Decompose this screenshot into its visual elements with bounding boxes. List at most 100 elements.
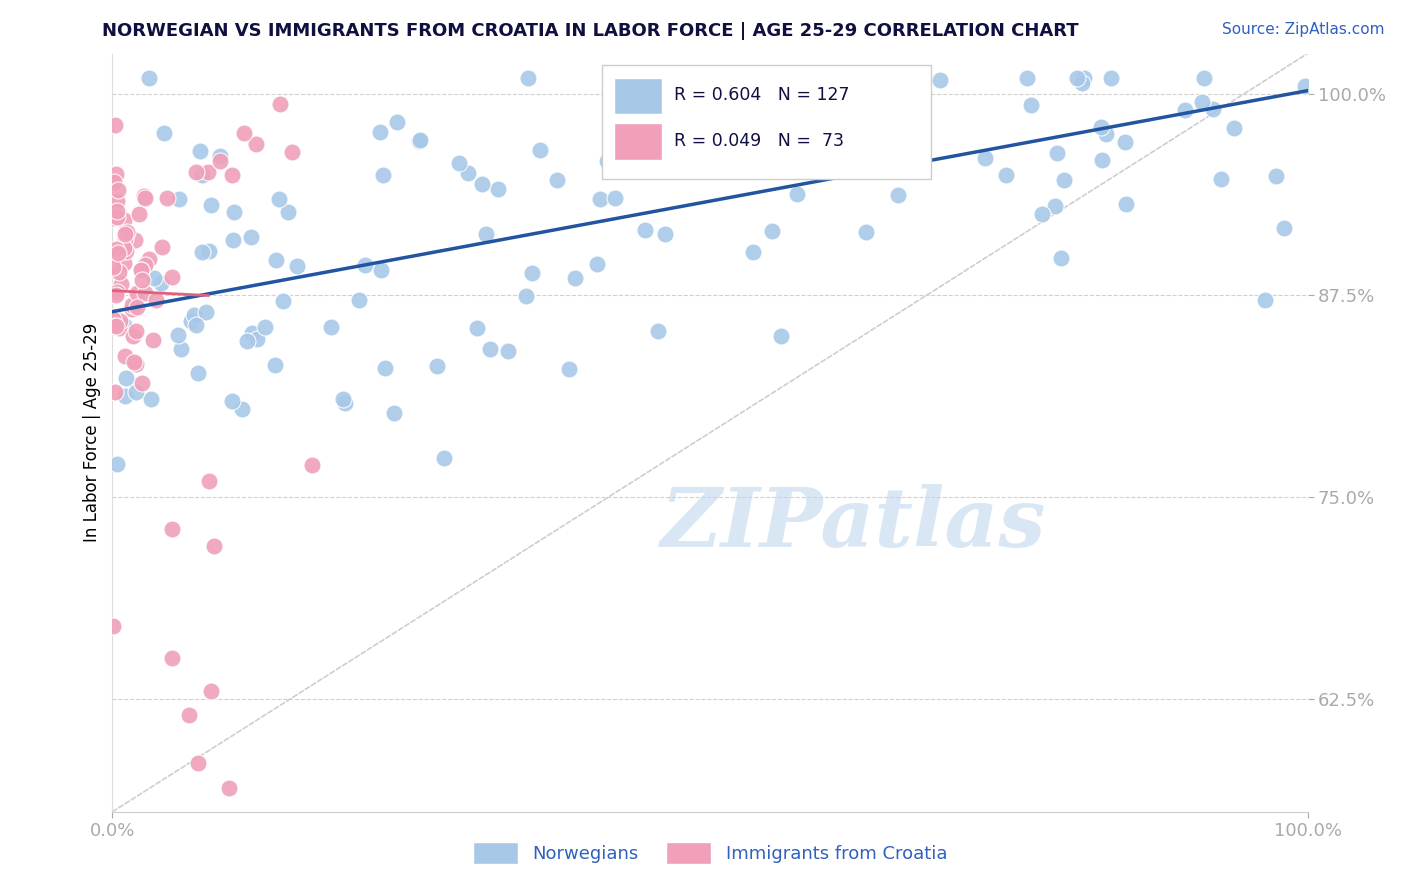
Point [103,211,125,225]
Point [269,192,291,206]
Point [811,106,834,120]
Point [1174,103,1197,117]
Point [264,358,287,372]
Point [132,189,155,203]
Point [654,227,676,242]
Point [1191,95,1213,109]
Point [1099,70,1122,85]
Point [224,205,246,219]
Point [1066,70,1088,85]
Point [190,144,212,158]
Point [831,161,853,176]
Point [647,324,669,338]
Point [167,192,190,206]
Point [603,191,626,205]
Point [110,277,132,291]
Point [121,298,143,312]
Point [240,326,263,340]
Point [153,126,176,140]
Point [887,188,910,202]
Point [385,115,408,129]
Point [200,683,222,698]
Point [855,225,877,239]
Point [264,253,287,268]
Point [863,136,886,150]
Point [786,187,808,202]
Point [134,285,156,300]
Point [145,293,167,307]
Point [910,124,932,138]
Point [449,156,471,170]
Point [285,259,308,273]
Point [114,244,136,258]
Point [658,101,681,115]
Point [103,310,125,324]
Point [475,227,498,241]
Point [191,244,214,259]
Point [240,230,263,244]
Y-axis label: In Labor Force | Age 25-29: In Labor Force | Age 25-29 [83,323,101,542]
Point [105,167,128,181]
Point [1090,120,1112,135]
Point [231,401,253,416]
Point [589,192,612,206]
Point [104,385,127,400]
Point [103,175,125,189]
Point [1115,196,1137,211]
Point [409,133,432,147]
Point [585,257,607,271]
Point [486,182,509,196]
Point [546,173,568,187]
Point [114,232,136,246]
Point [1209,172,1232,186]
Point [652,118,675,132]
Legend: Norwegians, Immigrants from Croatia: Norwegians, Immigrants from Croatia [465,834,955,871]
Point [105,204,128,219]
Point [218,780,240,795]
Point [105,194,128,209]
Bar [614,123,662,160]
Point [122,355,145,369]
Point [678,70,700,85]
Point [134,190,156,204]
Point [465,321,488,335]
Text: R = 0.049   N =  73: R = 0.049 N = 73 [675,132,844,150]
Point [209,149,232,163]
Point [1254,293,1277,307]
Point [254,319,277,334]
Point [200,198,222,212]
Point [139,392,162,406]
Point [105,457,128,471]
FancyBboxPatch shape [603,65,931,178]
Point [124,234,146,248]
Point [994,168,1017,182]
Point [186,165,208,179]
Point [558,362,581,376]
Point [1202,102,1225,116]
Point [114,349,136,363]
Point [1223,120,1246,135]
Point [236,334,259,348]
Point [373,168,395,182]
Point [319,320,342,334]
Point [368,125,391,139]
Point [167,327,190,342]
Point [198,244,221,259]
Point [221,393,243,408]
Point [332,392,354,406]
Point [142,270,165,285]
Point [912,70,935,85]
Point [496,343,519,358]
Point [129,263,152,277]
Point [121,302,143,317]
Point [1265,169,1288,184]
Point [858,145,880,160]
Point [156,191,179,205]
Point [1015,70,1038,85]
Point [149,277,172,291]
Point [131,376,153,391]
Point [183,309,205,323]
Point [141,333,163,347]
Point [1091,153,1114,167]
Point [1045,199,1067,213]
